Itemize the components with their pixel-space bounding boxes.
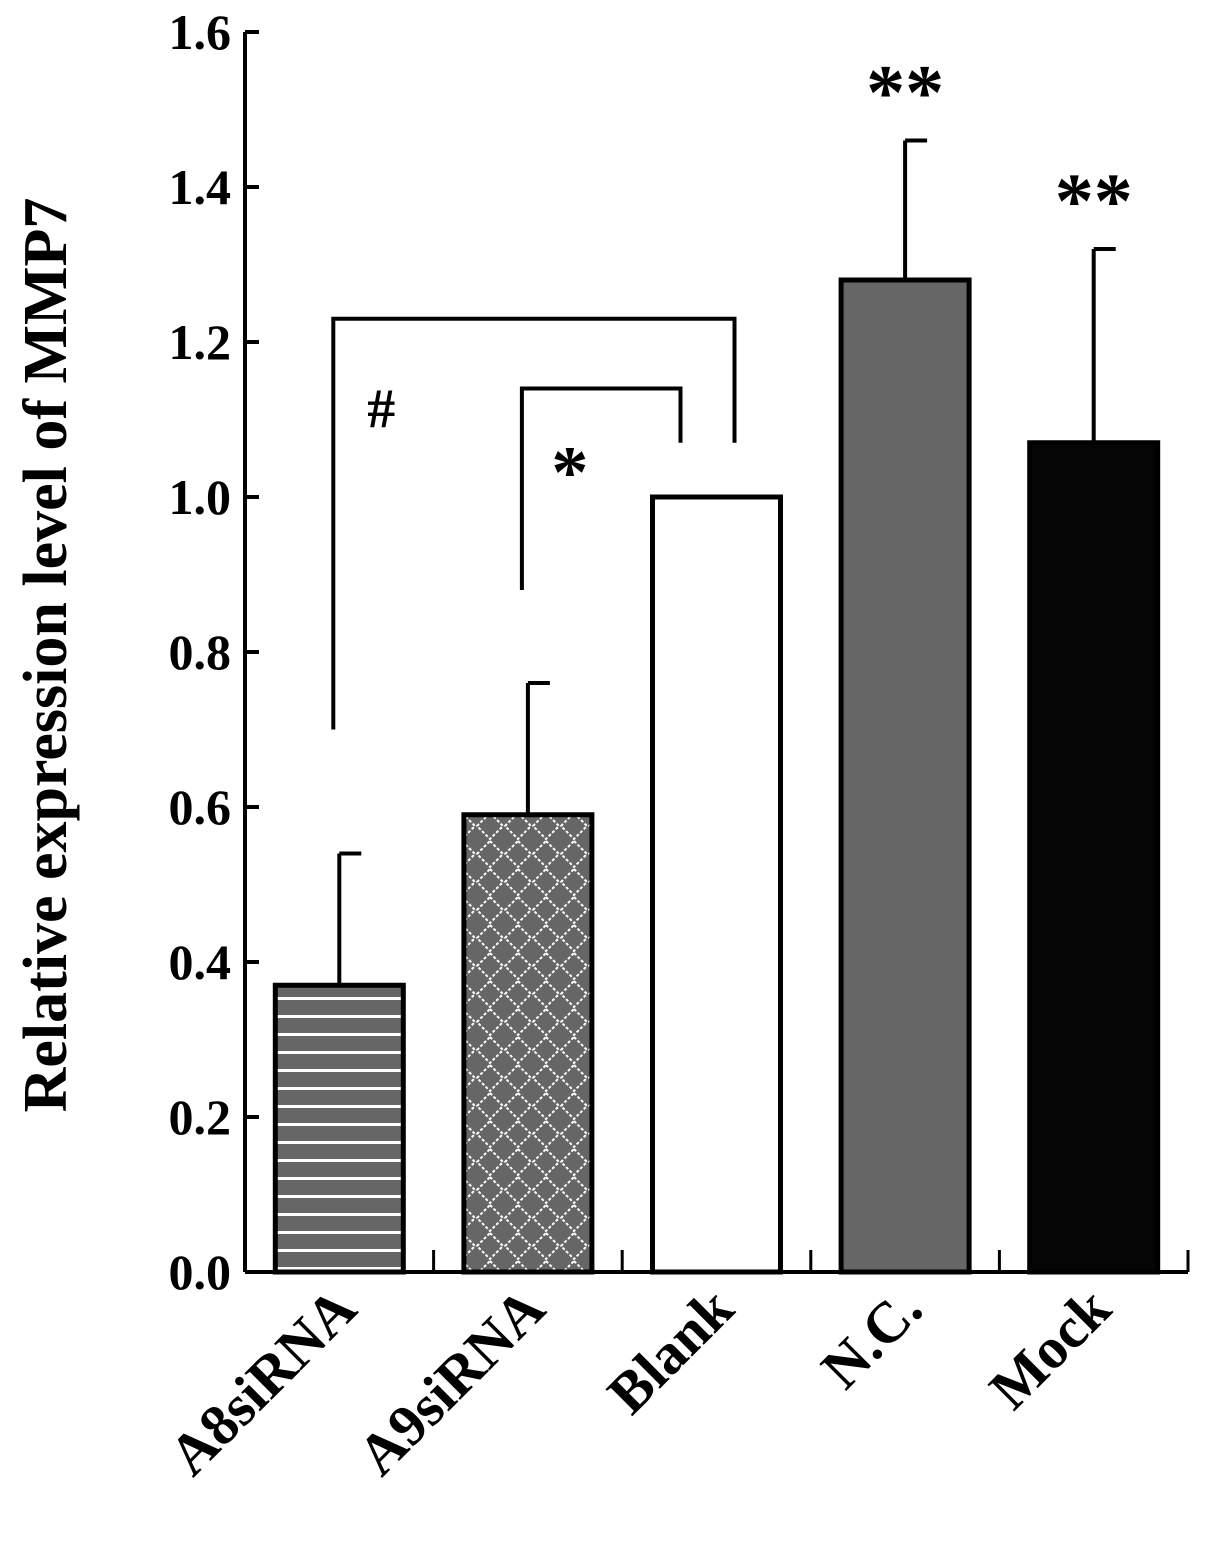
bar: [650, 494, 783, 1275]
x-tick-label: Mock: [977, 1275, 1124, 1422]
plot-area: 0.0 0.2 0.4 0.6 0.8 1.0 1.2 1.4 1.6 A8siRNAA9siRN…: [156, 4, 1190, 1488]
y-tick-label: 1.0: [169, 469, 232, 525]
bar: [1027, 440, 1161, 1275]
y-tick-label: 0.4: [169, 934, 232, 990]
y-tick-label: 1.6: [169, 4, 232, 60]
y-tick-label: 1.4: [169, 159, 232, 215]
significance-label: **: [1055, 157, 1133, 244]
x-tick-label: N.C.: [809, 1275, 935, 1401]
y-tick-label: 0.6: [169, 779, 232, 835]
x-tick-label: A9siRNA: [345, 1275, 557, 1487]
comparison-bracket: [519, 386, 683, 590]
bracket-label: #: [367, 378, 395, 440]
y-axis-label: Relative expression level of MMP7: [12, 198, 80, 1113]
y-tick-label: 0.0: [169, 1244, 232, 1300]
x-tick-label: A8siRNA: [156, 1275, 368, 1487]
significance-label: **: [866, 49, 944, 136]
bar: [461, 812, 595, 1275]
y-tick-label: 0.2: [169, 1089, 232, 1145]
x-tick-label: Blank: [595, 1275, 746, 1426]
y-tick-label: 1.2: [169, 314, 232, 370]
y-tick-label: 0.8: [169, 624, 232, 680]
bracket-label: *: [551, 432, 588, 514]
bar: [272, 982, 406, 1275]
bar: [838, 277, 972, 1275]
comparison-bracket: [331, 316, 737, 730]
